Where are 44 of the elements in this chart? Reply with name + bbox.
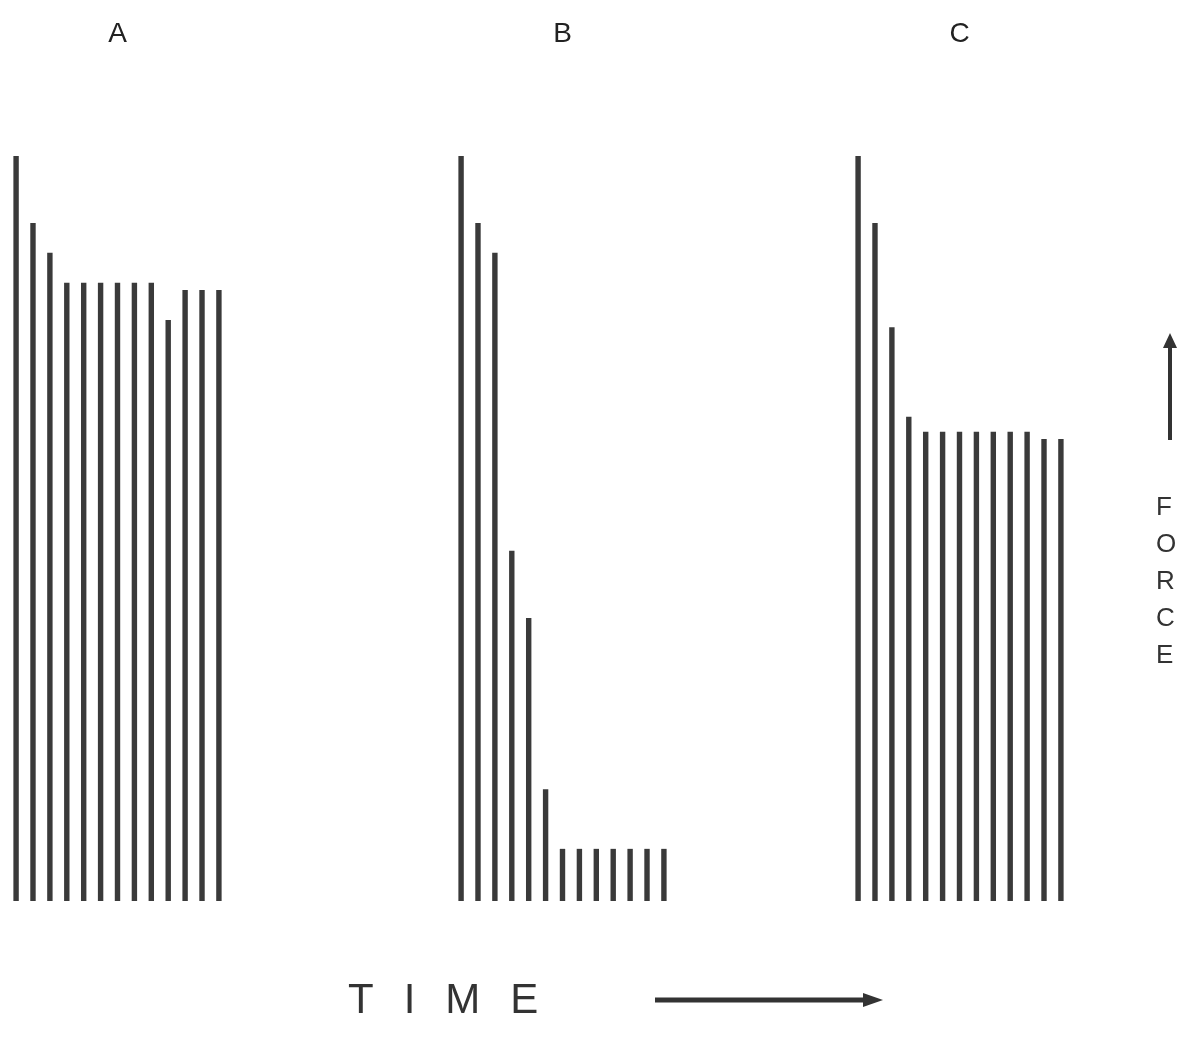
bar (973, 431, 980, 901)
bar (47, 252, 53, 901)
bar (1007, 431, 1013, 901)
y-axis-title: FORCE (1156, 490, 1177, 671)
bar (922, 431, 929, 901)
bar (661, 848, 667, 901)
bar (475, 223, 481, 901)
x-axis-title: TIME (348, 975, 569, 1023)
bar (182, 290, 188, 901)
bar (990, 431, 997, 901)
chart-title: C (949, 17, 970, 48)
bar (610, 848, 616, 901)
bar (956, 431, 963, 901)
bar (1041, 439, 1047, 901)
bar (131, 282, 138, 901)
bar (80, 282, 87, 901)
bar (1024, 431, 1030, 901)
chart-title: B (553, 17, 572, 48)
bar (13, 156, 19, 901)
bar (509, 550, 515, 901)
bar (576, 848, 583, 901)
bar (872, 223, 878, 901)
bar (165, 319, 171, 901)
bar (64, 282, 70, 901)
bar (559, 848, 566, 901)
bar (199, 290, 205, 901)
bar (542, 789, 549, 901)
chart-title: A (108, 17, 128, 48)
bar (97, 282, 104, 901)
bar (525, 617, 532, 901)
bar (1058, 439, 1064, 901)
bar (593, 848, 600, 901)
bar (30, 223, 36, 901)
bar (644, 848, 650, 901)
bar (148, 282, 155, 901)
bar (906, 416, 912, 901)
bar (889, 327, 895, 901)
bar (627, 848, 633, 901)
bar (216, 290, 222, 901)
bar (939, 431, 946, 901)
bar (855, 156, 861, 901)
bar (492, 252, 498, 901)
bar (458, 156, 464, 901)
bar (114, 282, 121, 901)
